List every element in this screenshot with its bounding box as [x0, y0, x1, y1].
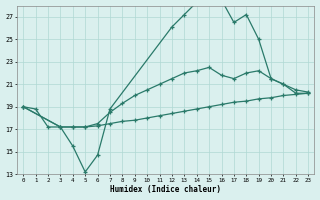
X-axis label: Humidex (Indice chaleur): Humidex (Indice chaleur) — [110, 185, 221, 194]
